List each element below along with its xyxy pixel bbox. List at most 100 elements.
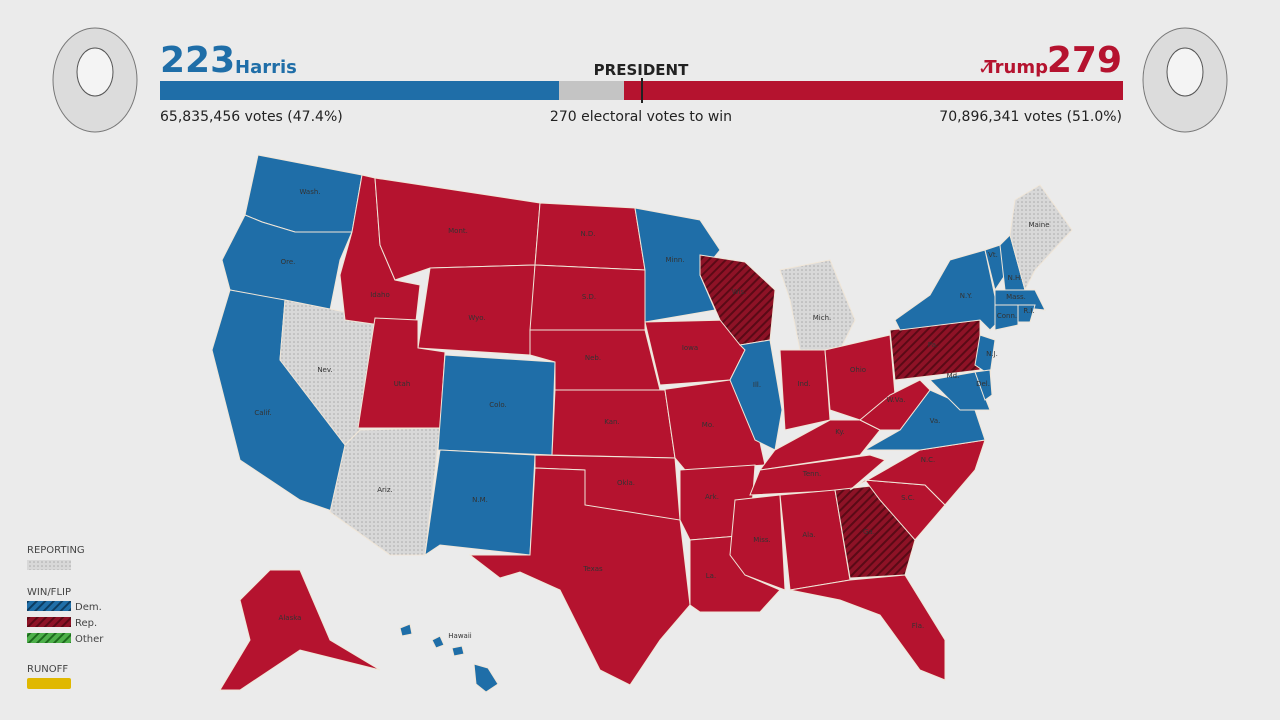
state-label: Ind. — [797, 380, 810, 388]
harris-portrait — [52, 27, 138, 133]
island — [451, 645, 465, 657]
state — [859, 379, 931, 431]
state-label: Wis. — [732, 288, 747, 296]
state-label: Conn. — [997, 312, 1017, 320]
trump-name: Trump — [984, 57, 1048, 78]
state — [994, 304, 1019, 331]
state — [789, 574, 946, 681]
state-label: Hawaii — [448, 632, 472, 640]
state — [974, 369, 993, 401]
state-label: N.J. — [986, 350, 998, 358]
harris-ev: 223 — [160, 40, 235, 81]
state — [894, 249, 1001, 331]
state-label: Fla. — [912, 622, 925, 630]
state — [749, 454, 886, 496]
ev-bar-rep — [624, 81, 1123, 100]
state-label: Mo. — [702, 421, 714, 429]
check: ✓ — [978, 58, 993, 79]
state-label: Ky. — [835, 428, 844, 436]
state-label: Neb. — [585, 354, 601, 362]
state-label: Miss. — [753, 536, 771, 544]
state-label: Va. — [930, 417, 941, 425]
state-label: Alaska — [279, 614, 302, 622]
state — [779, 349, 831, 431]
state-label: Ore. — [281, 258, 296, 266]
state-label: Iowa — [682, 344, 698, 352]
state — [424, 449, 536, 557]
harris-name: Harris — [235, 57, 297, 78]
state-label: N.Y. — [960, 292, 973, 300]
state — [928, 371, 991, 411]
state-label: Ill. — [753, 381, 761, 389]
state — [1017, 304, 1036, 323]
state-label: Tenn. — [802, 470, 822, 478]
legend-swatch — [27, 601, 71, 611]
state-label: Ga. — [863, 528, 875, 536]
state-label: Ark. — [705, 493, 719, 501]
state-label: Texas — [582, 565, 603, 573]
state — [357, 317, 446, 429]
state-label: Pa. — [928, 341, 938, 349]
state-label: Idaho — [370, 291, 390, 299]
state — [729, 339, 783, 451]
state-label: Okla. — [617, 479, 635, 487]
legend-heading: WIN/FLIP — [27, 587, 71, 598]
state-label: Kan. — [604, 418, 619, 426]
legend-item: Other — [75, 634, 104, 645]
state — [399, 623, 413, 637]
state-label: Minn. — [665, 256, 684, 264]
state-label: S.D. — [582, 293, 596, 301]
legend-heading: RUNOFF — [27, 664, 68, 675]
state-label: Calif. — [254, 409, 271, 417]
state-label: N.H. — [1008, 274, 1023, 282]
state-label: Md. — [947, 372, 960, 380]
state-label: Wash. — [299, 188, 320, 196]
state-label: Wyo. — [468, 314, 485, 322]
state — [1009, 184, 1073, 292]
state-label: N.C. — [921, 456, 936, 464]
state-label: Ohio — [850, 366, 866, 374]
state-label: Nev. — [317, 366, 332, 374]
state-label: Vt. — [988, 251, 998, 259]
state — [729, 494, 786, 591]
state-label: Maine — [1028, 221, 1049, 229]
state-label: Mont. — [448, 227, 468, 235]
state-label: W.Va. — [886, 396, 905, 404]
harris-votes: 65,835,456 votes (47.4%) — [160, 109, 343, 125]
legend-swatch — [27, 560, 71, 570]
state-label: Colo. — [489, 401, 507, 409]
trump-votes: 70,896,341 votes (51.0%) — [939, 109, 1122, 125]
legend: REPORTING WIN/FLIP Dem. Rep. Other RUNOF… — [27, 545, 104, 689]
trump-portrait — [1142, 27, 1228, 133]
state-label: Ariz. — [377, 486, 393, 494]
state-label: S.C. — [901, 494, 915, 502]
legend-heading: REPORTING — [27, 545, 85, 556]
map: Wash. Ore. Calif. Nev. Idaho Mont. Wyo. Utah Ari… — [211, 154, 1073, 693]
state-label: N.M. — [472, 496, 488, 504]
state — [779, 259, 856, 351]
state-label: R.I. — [1023, 307, 1034, 315]
state-label: Mass. — [1006, 293, 1026, 301]
state — [219, 569, 381, 691]
state-label: Utah — [394, 380, 411, 388]
state — [221, 214, 353, 311]
legend-item: Dem. — [75, 602, 102, 613]
trump-ev: 279 — [1047, 40, 1122, 81]
race-title: PRESIDENT — [594, 61, 689, 79]
state-label: Mich. — [813, 314, 832, 322]
legend-swatch — [27, 633, 71, 643]
legend-swatch — [27, 617, 71, 627]
state-label: La. — [706, 572, 716, 580]
legend-swatch — [27, 678, 71, 689]
state-label: N.D. — [580, 230, 595, 238]
legend-item: Rep. — [75, 618, 97, 629]
state-label: Ala. — [802, 531, 815, 539]
island — [473, 663, 499, 693]
state — [417, 264, 536, 356]
ev-bar-dem — [160, 81, 559, 100]
island — [431, 635, 445, 649]
state — [468, 467, 691, 686]
state-label: Del. — [976, 380, 990, 388]
win-threshold: 270 electoral votes to win — [550, 109, 732, 125]
